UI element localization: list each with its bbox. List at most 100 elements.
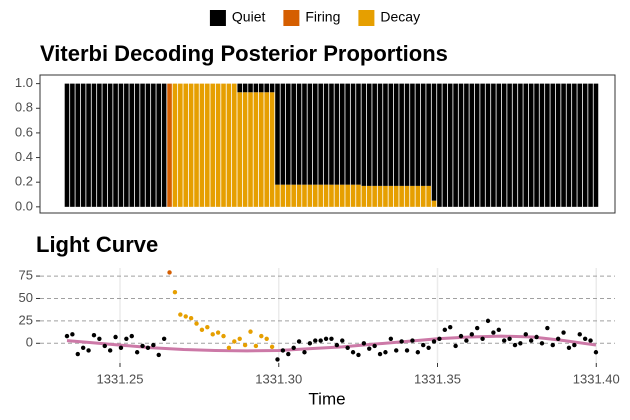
- point: [528, 338, 534, 343]
- bar-segment: [118, 83, 124, 207]
- y-tick-label: 25: [19, 312, 33, 327]
- point: [377, 351, 383, 357]
- point: [518, 341, 523, 346]
- point: [367, 346, 372, 351]
- bar-segment: [221, 83, 226, 207]
- x-tick-label: 1331.35: [414, 371, 461, 386]
- bar-segment: [393, 185, 399, 207]
- point: [215, 330, 221, 335]
- bar-segment: [534, 83, 539, 207]
- bar-segment: [399, 185, 404, 207]
- bar-segment: [97, 83, 102, 207]
- bar-segment: [372, 185, 377, 207]
- bar-segment: [259, 83, 264, 93]
- bar-segment: [404, 185, 410, 207]
- bar-segment: [64, 83, 70, 207]
- x-tick-label: 1331.30: [255, 371, 302, 386]
- point: [448, 324, 453, 330]
- x-tick-label: 1331.25: [97, 371, 144, 386]
- y-tick-label: 0.6: [15, 124, 33, 139]
- point: [178, 312, 183, 317]
- point: [491, 330, 496, 335]
- bar-segment: [469, 83, 475, 207]
- bar-segment: [350, 83, 356, 185]
- point: [280, 348, 286, 353]
- bar-segment: [210, 83, 216, 207]
- legend-label: Quiet: [232, 9, 266, 25]
- point: [561, 330, 566, 335]
- bar-segment: [237, 83, 243, 93]
- bar-segment: [377, 83, 383, 186]
- point: [421, 342, 426, 348]
- bar-segment: [491, 83, 496, 207]
- bar-segment: [356, 184, 361, 207]
- bar-segment: [393, 83, 399, 186]
- point: [64, 333, 70, 339]
- bar-segment: [264, 92, 269, 207]
- point: [534, 334, 539, 340]
- bar-segment: [302, 83, 307, 185]
- point: [383, 350, 388, 355]
- point: [501, 338, 507, 343]
- bar-segment: [232, 83, 237, 207]
- bar-segment: [102, 83, 108, 207]
- bar-segment: [334, 184, 340, 207]
- legend-label: Firing: [305, 9, 340, 25]
- point: [75, 351, 80, 357]
- x-tick-label: 1331.40: [573, 371, 620, 386]
- bar-segment: [501, 83, 507, 207]
- point: [329, 336, 334, 342]
- bar-segment: [178, 83, 183, 207]
- point: [512, 342, 518, 348]
- bar-segment: [318, 83, 323, 185]
- bar-segment: [242, 92, 248, 207]
- point: [70, 332, 75, 337]
- bar-segment: [91, 83, 97, 207]
- bar-segment: [275, 184, 280, 207]
- bar-segment: [323, 184, 329, 207]
- bar-segment: [523, 83, 529, 207]
- point: [475, 325, 480, 331]
- bar-segment: [420, 185, 426, 207]
- point: [350, 350, 356, 355]
- point: [199, 327, 205, 333]
- bar-segment: [383, 83, 388, 186]
- bar-segment: [285, 184, 291, 207]
- point: [259, 333, 264, 339]
- point: [253, 343, 259, 349]
- bar-segment: [264, 83, 269, 93]
- point: [97, 336, 102, 342]
- point: [399, 339, 404, 344]
- bar-segment: [291, 184, 296, 207]
- bar-segment: [312, 184, 318, 207]
- bar-segment: [269, 83, 275, 93]
- point: [237, 336, 242, 342]
- bar-segment: [280, 184, 286, 207]
- bar-segment: [345, 83, 350, 185]
- bar-segment: [366, 83, 372, 186]
- bar-segment: [70, 83, 75, 207]
- point: [442, 327, 448, 333]
- bar-segment: [329, 83, 334, 185]
- point: [140, 343, 145, 349]
- bar-segment: [555, 83, 561, 207]
- point: [172, 289, 178, 295]
- point: [221, 333, 226, 339]
- bar-segment: [366, 185, 372, 207]
- x-axis-label: Time: [308, 389, 345, 408]
- y-tick-label: 0: [26, 335, 33, 350]
- bar-segment: [404, 83, 410, 186]
- bar-segment: [156, 83, 162, 207]
- bar-segment: [323, 83, 329, 185]
- bar-segment: [259, 92, 264, 207]
- point: [286, 351, 291, 357]
- bar-segment: [388, 83, 394, 186]
- bar-segment: [572, 83, 577, 207]
- point: [458, 333, 464, 339]
- bar-segment: [464, 83, 469, 207]
- bar-segment: [296, 83, 302, 185]
- point: [129, 333, 134, 339]
- bar-segment: [485, 83, 491, 207]
- bar-segment: [140, 83, 145, 207]
- bar-segment: [145, 83, 151, 207]
